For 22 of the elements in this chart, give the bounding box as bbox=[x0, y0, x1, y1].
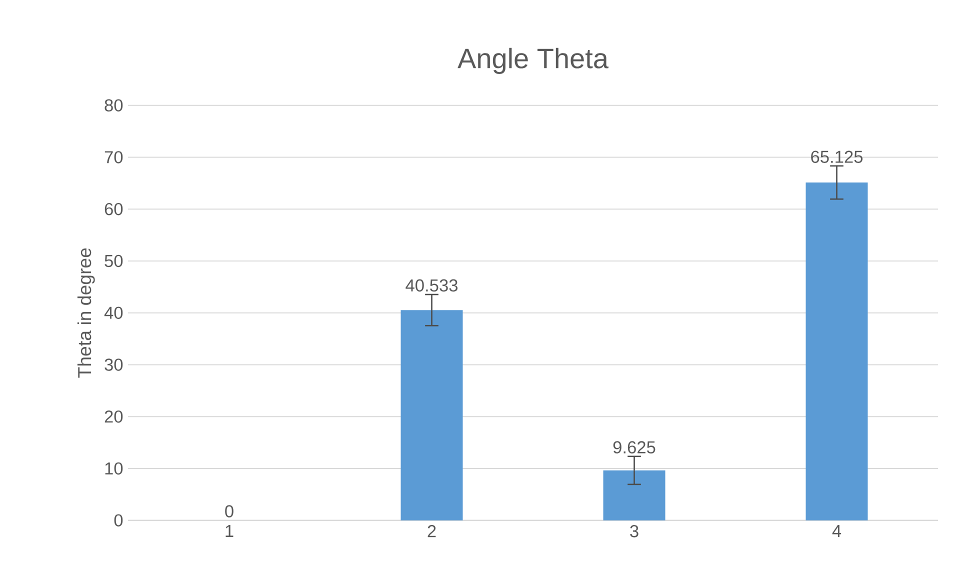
data-label: 9.625 bbox=[613, 441, 656, 454]
y-tick-label: 70 bbox=[104, 151, 123, 164]
data-label: 40.533 bbox=[406, 279, 458, 292]
data-label: 0 bbox=[225, 505, 234, 518]
y-tick-label: 60 bbox=[104, 202, 123, 216]
bar bbox=[806, 182, 868, 520]
y-tick-label: 50 bbox=[104, 254, 123, 268]
x-tick-label: 2 bbox=[428, 525, 436, 538]
x-tick-label: 1 bbox=[226, 525, 234, 537]
bar bbox=[603, 470, 666, 520]
y-tick-label: 10 bbox=[105, 462, 123, 475]
y-tick-label: 20 bbox=[104, 410, 123, 423]
y-tick-label: 30 bbox=[104, 358, 123, 371]
x-tick-label: 4 bbox=[832, 525, 842, 537]
y-axis-title: Theta in degree bbox=[77, 248, 95, 378]
y-tick-label: 40 bbox=[104, 306, 123, 319]
y-tick-label: 0 bbox=[114, 514, 123, 526]
x-tick-label: 3 bbox=[630, 525, 638, 538]
chart-title: Angle Theta bbox=[458, 48, 608, 74]
bar bbox=[400, 310, 463, 520]
data-label: 65.125 bbox=[811, 150, 863, 163]
y-tick-label: 80 bbox=[104, 99, 123, 112]
